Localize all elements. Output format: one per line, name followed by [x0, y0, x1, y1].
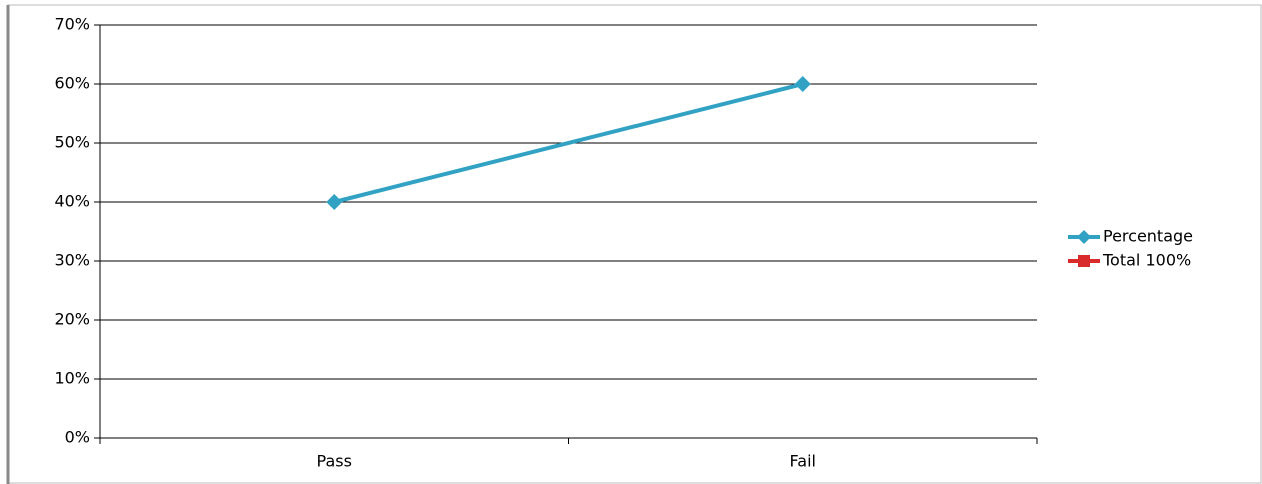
y-tick-label: 30% [54, 251, 90, 270]
point [794, 76, 811, 92]
legend-label: Percentage [1103, 227, 1193, 246]
legend-marker [1078, 255, 1090, 267]
series-line [333, 82, 804, 204]
y-tick-label: 70% [54, 15, 90, 34]
legend-label: Total 100% [1102, 251, 1191, 270]
y-tick-label: 0% [65, 428, 90, 447]
y-tick-label: 20% [54, 310, 90, 329]
legend-marker [1077, 230, 1091, 244]
y-tick-label: 60% [54, 74, 90, 93]
y-tick-label: 40% [54, 192, 90, 211]
x-tick-label: Pass [317, 452, 352, 471]
x-tick-label: Fail [790, 452, 816, 471]
y-tick-label: 50% [54, 133, 90, 152]
chart-frame [7, 4, 1262, 484]
y-tick-label: 10% [54, 369, 90, 388]
point [326, 194, 343, 210]
